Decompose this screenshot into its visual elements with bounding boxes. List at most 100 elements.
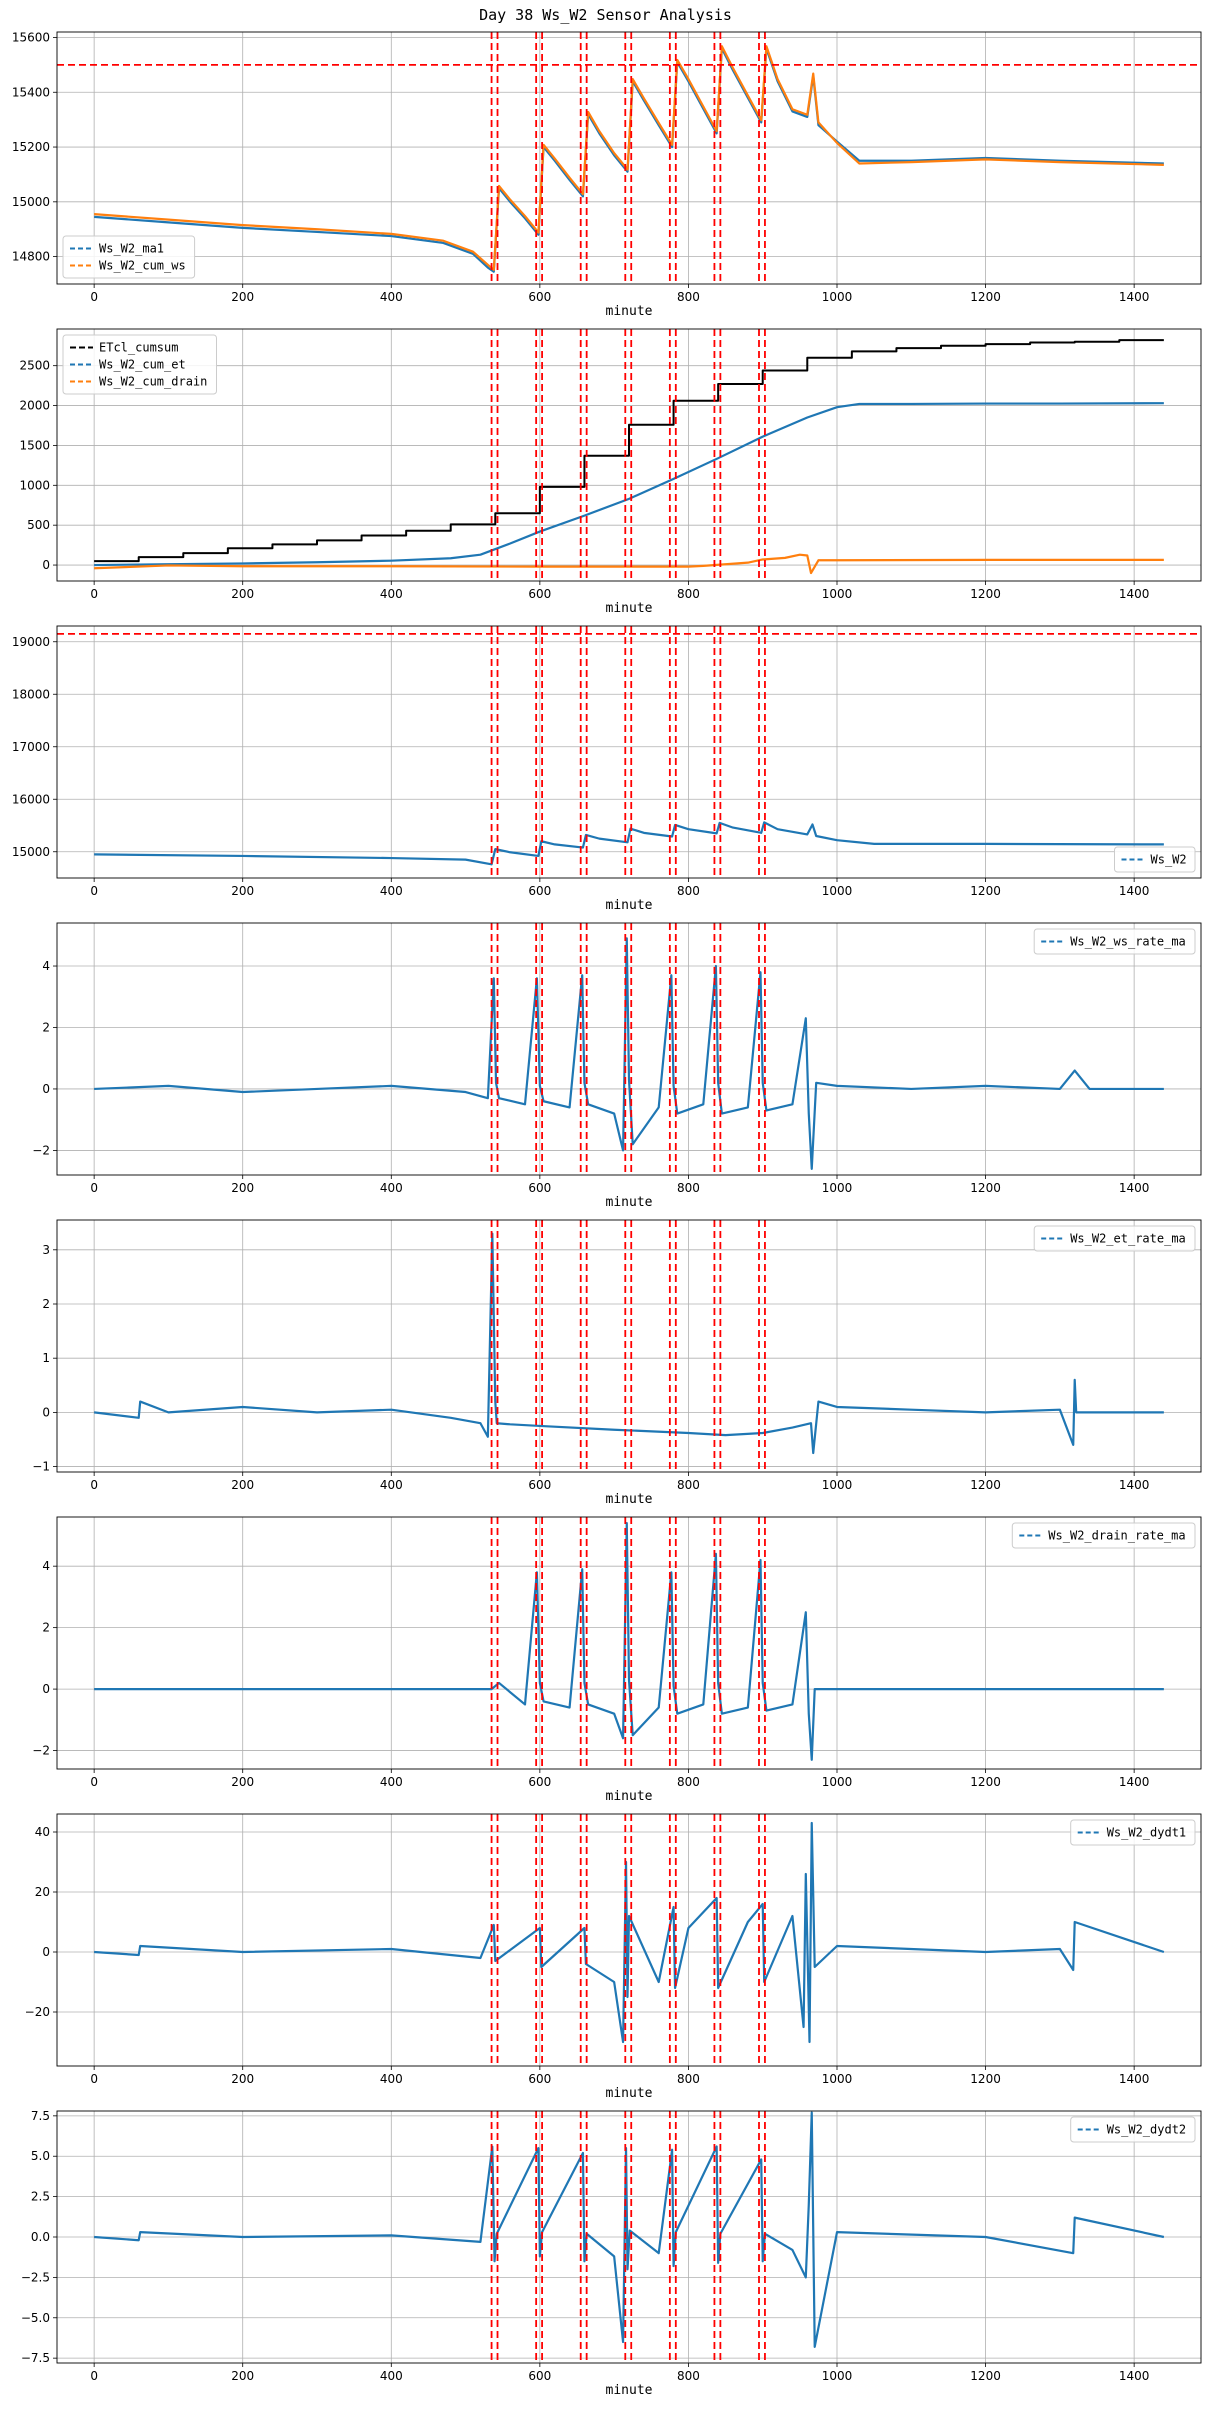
x-tick-label: 400 [380,884,403,898]
x-tick-label: 400 [380,1181,403,1195]
plot-area [57,626,1201,878]
legend: Ws_W2 [1114,846,1196,873]
x-tick-label: 1400 [1119,2072,1150,2086]
axes-frame [56,625,1202,879]
x-tick-label: 600 [528,884,551,898]
y-tick-label: −20 [25,2005,50,2019]
x-tick-label: 1000 [822,1775,853,1789]
x-tick-label: 600 [528,2072,551,2086]
x-tick-label: 1400 [1119,1775,1150,1789]
x-tick-label: 200 [231,1775,254,1789]
legend-label: ETcl_cumsum [99,341,178,355]
legend: Ws_W2_et_rate_ma [1033,1225,1196,1252]
x-tick-label: 1000 [822,1181,853,1195]
y-tick-label: 2 [42,1020,50,1034]
legend-label: Ws_W2_dydt1 [1107,1826,1186,1840]
x-tick-label: 0 [90,1775,98,1789]
x-tick-label: 1000 [822,884,853,898]
legend: Ws_W2_dydt2 [1070,2116,1196,2143]
figure-title: Day 38 Ws_W2 Sensor Analysis [479,6,732,24]
legend-box [1033,1225,1196,1252]
x-tick-label: 600 [528,290,551,304]
subplot-4: 0 200 400 600 800 1000 1200 1400 −2 0 2 4 minute Ws_W… [32,922,1202,1210]
plot-area [94,1220,1164,1472]
axes-frame [56,1813,1202,2067]
x-tick-label: 0 [90,2072,98,2086]
x-tick-label: 200 [231,2072,254,2086]
axes-frame [56,2110,1202,2364]
series-Ws_W2_cum_et [94,402,1164,567]
y-tick-label: −1 [32,1460,50,1474]
x-tick-label: 200 [231,884,254,898]
legend-box [62,235,196,279]
x-axis-label: minute [606,1789,653,1804]
subplot-6: 0 200 400 600 800 1000 1200 1400 −2 0 2 4 minute Ws_W… [32,1516,1202,1804]
y-tick-label: 3 [42,1243,50,1257]
plot-area [94,1517,1164,1769]
axes-frame [56,31,1202,285]
x-axis-label: minute [606,601,653,616]
y-tick-label: −7.5 [21,2351,50,2365]
x-tick-label: 800 [677,1181,700,1195]
plot-area [94,2111,1165,2363]
y-tick-label: 0 [42,558,50,572]
x-tick-label: 400 [380,290,403,304]
legend-label: Ws_W2_cum_et [99,358,186,372]
x-tick-label: 0 [90,2369,98,2383]
y-tick-label: −5.0 [21,2311,50,2325]
legend: ETcl_cumsum Ws_W2_cum_et Ws_W2_cum_drain [62,334,217,395]
legend-box [62,334,217,395]
x-tick-label: 800 [677,587,700,601]
subplot-5: 0 200 400 600 800 1000 1200 1400 −1 0 1 2 3 minute Ws_… [32,1219,1202,1507]
series-Ws_W2_drain_rate_ma [94,1522,1164,1761]
y-tick-label: 17000 [12,740,50,754]
legend-label: Ws_W2_ma1 [99,242,164,256]
legend-box [1033,928,1196,955]
x-tick-label: 200 [231,1478,254,1492]
x-tick-label: 1400 [1119,587,1150,601]
plot-area [94,1814,1165,2066]
y-tick-label: 4 [42,1559,50,1573]
plot-area [57,32,1201,284]
legend-box [1011,1522,1196,1549]
x-tick-label: 1400 [1119,2369,1150,2383]
legend: Ws_W2_dydt1 [1070,1819,1196,1846]
y-tick-label: 18000 [12,687,50,701]
axes-frame [56,922,1202,1176]
y-tick-label: 0 [42,1945,50,1959]
y-tick-label: 2 [42,1621,50,1635]
x-tick-label: 200 [231,587,254,601]
y-tick-label: 1 [42,1351,50,1365]
y-tick-label: 16000 [12,792,50,806]
y-tick-label: 15600 [12,30,50,44]
series-ETcl_cumsum [94,339,1164,563]
legend-label: Ws_W2_cum_ws [99,259,186,273]
y-tick-label: 500 [27,518,50,532]
legend-label: Ws_W2_et_rate_ma [1070,1232,1186,1246]
y-tick-label: 15000 [12,195,50,209]
x-tick-label: 600 [528,1181,551,1195]
y-tick-label: 14800 [12,250,50,264]
y-tick-label: 2500 [19,359,50,373]
series-Ws_W2_et_rate_ma [94,1232,1164,1455]
x-tick-label: 800 [677,2072,700,2086]
x-axis-label: minute [606,1195,653,1210]
plot-area [94,329,1164,581]
x-tick-label: 1200 [970,1478,1001,1492]
subplot-2: 0 200 400 600 800 1000 1200 1400 0 500 1000 1500 200… [19,328,1202,616]
series-Ws_W2_cum_ws [94,45,1164,271]
y-tick-label: 0.0 [31,2230,50,2244]
y-tick-label: 1000 [19,478,50,492]
x-tick-label: 600 [528,2369,551,2383]
x-tick-label: 0 [90,884,98,898]
x-tick-label: 0 [90,587,98,601]
legend-label: Ws_W2_cum_drain [99,375,207,389]
series-Ws_W2_ws_rate_ma [94,937,1164,1170]
x-tick-label: 1000 [822,2369,853,2383]
x-tick-label: 0 [90,1478,98,1492]
x-tick-label: 200 [231,2369,254,2383]
legend-label: Ws_W2_drain_rate_ma [1048,1529,1185,1543]
legend-label: Ws_W2_ws_rate_ma [1070,935,1186,949]
y-tick-label: 0 [42,1405,50,1419]
